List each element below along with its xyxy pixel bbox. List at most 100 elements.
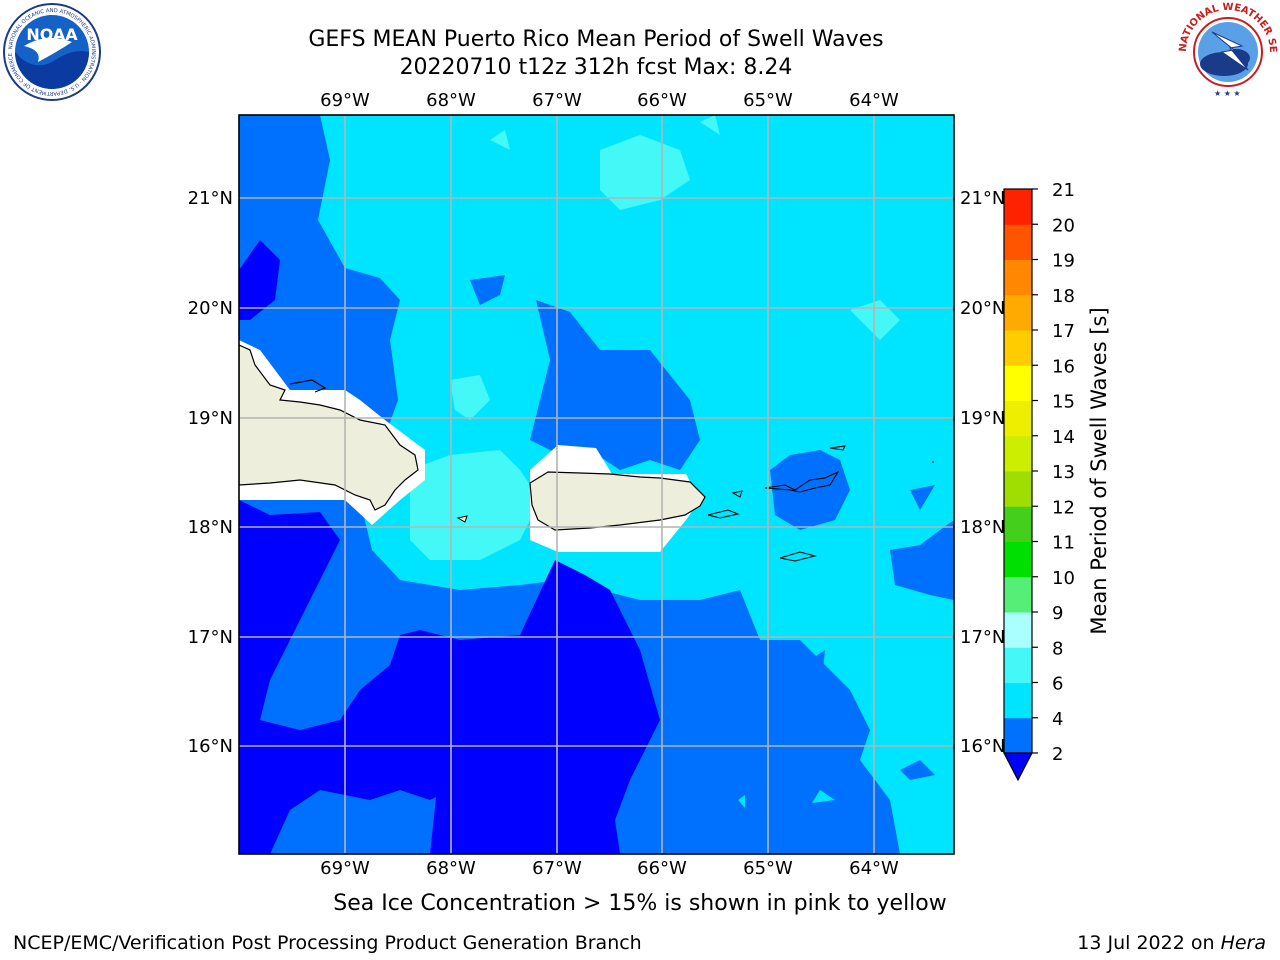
colorbar-band xyxy=(1004,717,1032,754)
contour-2-4 xyxy=(810,650,825,680)
culebra-island xyxy=(731,490,743,498)
contour-2-4 xyxy=(470,275,505,305)
lat-labels-left: 21°N 20°N 19°N 18°N 17°N 16°N xyxy=(188,188,233,757)
lon-label: 69°W xyxy=(320,858,370,879)
colorbar-tick-label: 13 xyxy=(1052,462,1075,483)
colorbar-band xyxy=(1004,400,1032,437)
contour-6-8 xyxy=(600,135,690,210)
map-frame xyxy=(238,114,955,855)
lat-label: 18°N xyxy=(960,517,1005,538)
run-date: 13 Jul 2022 on xyxy=(1077,932,1215,954)
colorbar-tick-label: 8 xyxy=(1052,638,1063,659)
colorbar-tick-label: 6 xyxy=(1052,674,1063,695)
lon-label: 67°W xyxy=(532,858,582,879)
contour-6-8 xyxy=(410,450,540,560)
contour-2-4 xyxy=(900,760,935,780)
noaa-wordmark: NOAA xyxy=(26,25,78,44)
contour-6-8 xyxy=(700,115,720,135)
colorbar-tick-label: 4 xyxy=(1052,709,1063,730)
noaa-logo: NOAA NATIONAL OCEANIC AND ATMOSPHERIC AD… xyxy=(2,2,102,106)
lat-labels-right: 21°N 20°N 19°N 18°N 17°N 16°N xyxy=(960,188,1005,757)
colorbar-band xyxy=(1004,259,1032,296)
lon-label: 69°W xyxy=(320,90,370,111)
colorbar-tick-label: 19 xyxy=(1052,251,1075,272)
lon-label: 64°W xyxy=(849,858,899,879)
virgin-islands xyxy=(764,470,840,493)
lat-label: 16°N xyxy=(188,736,233,757)
contour-field xyxy=(239,115,954,854)
contour-0-2 xyxy=(239,240,280,320)
colorbar-tick-label: 16 xyxy=(1052,356,1075,377)
lon-label: 65°W xyxy=(743,858,793,879)
lon-label: 68°W xyxy=(426,858,476,879)
colorbar-band xyxy=(1004,330,1032,366)
colorbar-extend-triangle xyxy=(1003,752,1033,782)
lon-label: 66°W xyxy=(637,90,687,111)
colorbar-band xyxy=(1004,189,1032,225)
lon-label: 64°W xyxy=(849,90,899,111)
contour-2-4 xyxy=(770,450,850,530)
svg-text:★ ★ ★: ★ ★ ★ xyxy=(1214,89,1241,98)
hispaniola-land xyxy=(239,344,419,511)
lat-label: 19°N xyxy=(960,408,1005,429)
sea-ice-note: Sea Ice Concentration > 15% is shown in … xyxy=(333,891,947,916)
colorbar-band xyxy=(1004,647,1032,683)
colorbar-title: Mean Period of Swell Waves [s] xyxy=(1087,307,1111,634)
colorbar-band xyxy=(1004,541,1032,578)
colorbar-band xyxy=(1004,612,1032,648)
lon-label: 65°W xyxy=(743,90,793,111)
vieques-island xyxy=(707,509,740,519)
graticule xyxy=(239,115,954,854)
contour-2-4 xyxy=(890,520,954,600)
contour-6-8 xyxy=(490,130,510,150)
colorbar-band xyxy=(1004,576,1032,613)
lon-labels-top: 69°W 68°W 67°W 66°W 65°W 64°W xyxy=(320,90,899,111)
lat-label: 21°N xyxy=(188,188,233,209)
colorbar-tick-label: 18 xyxy=(1052,286,1075,307)
machine-name: Hera xyxy=(1220,932,1266,954)
colorbar-tick-label: 10 xyxy=(1052,568,1075,589)
nws-logo: NATIONAL WEATHER SERVICE ★ ★ ★ xyxy=(1174,0,1278,106)
contour-4-6-pocket xyxy=(812,790,835,803)
colorbar-band xyxy=(1004,435,1032,472)
colorbar-tick-label: 15 xyxy=(1052,392,1075,413)
lon-label: 67°W xyxy=(532,90,582,111)
colorbar-tick-label: 21 xyxy=(1052,180,1075,201)
contour-0-2 xyxy=(400,560,660,854)
lat-label: 17°N xyxy=(960,627,1005,648)
colorbar-tick-label: 14 xyxy=(1052,427,1075,448)
colorbar-tick-label: 11 xyxy=(1052,533,1075,554)
contour-0-2 xyxy=(523,765,545,778)
colorbar-band xyxy=(1004,365,1032,401)
colorbar: 2 4 6 8 9 10 11 12 13 14 15 16 17 18 19 20 21 xyxy=(1003,180,1075,782)
producer-credit: NCEP/EMC/Verification Post Processing Pr… xyxy=(13,932,642,954)
date-stamp: 13 Jul 2022 on Hera xyxy=(1077,932,1266,954)
colorbar-tick-label: 2 xyxy=(1052,744,1063,765)
contour-2-4 xyxy=(910,485,935,510)
hispaniola-coast xyxy=(289,379,327,393)
lat-label: 17°N xyxy=(188,627,233,648)
colorbar-band xyxy=(1004,471,1032,507)
lat-label: 20°N xyxy=(960,298,1005,319)
colorbar-tick-label: 12 xyxy=(1052,497,1075,518)
chart-subtitle: 20220710 t12z 312h fcst Max: 8.24 xyxy=(399,55,793,80)
colorbar-band xyxy=(1004,294,1032,331)
contour-6-8 xyxy=(850,300,900,340)
colorbar-band xyxy=(1004,506,1032,542)
lat-label: 18°N xyxy=(188,517,233,538)
colorbar-tick-label: 9 xyxy=(1052,603,1063,624)
lon-label: 68°W xyxy=(426,90,476,111)
lat-label: 21°N xyxy=(960,188,1005,209)
contour-6-8 xyxy=(450,375,490,420)
colorbar-band xyxy=(1004,224,1032,260)
chart-title: GEFS MEAN Puerto Rico Mean Period of Swe… xyxy=(308,27,884,52)
colorbar-tick-label: 17 xyxy=(1052,321,1075,342)
lat-label: 16°N xyxy=(960,736,1005,757)
colorbar-tick-label: 20 xyxy=(1052,215,1075,236)
anegada-island xyxy=(829,445,846,451)
contour-4-6-pocket xyxy=(738,795,745,808)
lon-labels-bottom: 69°W 68°W 67°W 66°W 65°W 64°W xyxy=(320,858,899,879)
lon-label: 66°W xyxy=(637,858,687,879)
colorbar-band xyxy=(1004,682,1032,719)
